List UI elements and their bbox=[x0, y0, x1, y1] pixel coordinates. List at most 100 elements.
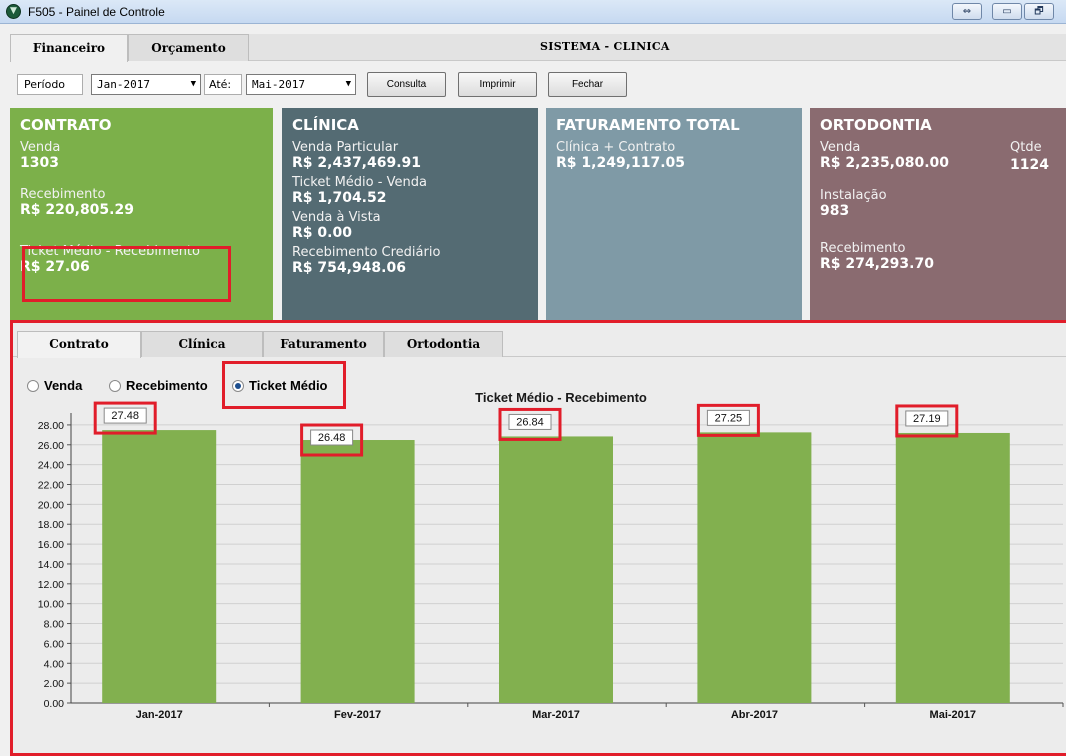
venda-value: 1303 bbox=[20, 155, 59, 171]
x-tick-label: Abr-2017 bbox=[731, 709, 778, 721]
y-tick-label: 20.00 bbox=[38, 499, 64, 511]
title-bar: ▼ F505 - Painel de Controle ⇔ ▭ 🗗 bbox=[0, 0, 1066, 24]
radio-label: Ticket Médio bbox=[249, 378, 328, 393]
tab-faturamento[interactable]: Faturamento bbox=[263, 331, 384, 357]
y-tick-label: 4.00 bbox=[44, 658, 65, 670]
bar bbox=[300, 440, 415, 703]
venda-label: Venda bbox=[20, 140, 61, 155]
chevron-down-icon: ▼ bbox=[345, 79, 351, 89]
data-label: 27.25 bbox=[715, 412, 743, 424]
faturamento-label: Clínica + Contrato bbox=[556, 140, 676, 155]
crediario-label: Recebimento Crediário bbox=[292, 245, 441, 260]
metric-radio-group: Venda Recebimento Ticket Médio bbox=[27, 377, 357, 397]
y-tick-label: 2.00 bbox=[44, 678, 65, 690]
radio-circle-icon bbox=[27, 380, 39, 392]
window-title: F505 - Painel de Controle bbox=[28, 5, 165, 19]
radio-recebimento[interactable]: Recebimento bbox=[109, 377, 208, 395]
card-clinica: CLÍNICA Venda Particular R$ 2,437,469.91… bbox=[282, 108, 538, 320]
period-from-value: Jan-2017 bbox=[97, 78, 150, 91]
highlight-box bbox=[498, 407, 562, 441]
period-to-select[interactable]: Mai-2017 ▼ bbox=[246, 74, 356, 95]
data-label: 26.48 bbox=[318, 432, 346, 444]
tab-contrato[interactable]: Contrato bbox=[17, 331, 141, 358]
filter-bar: Período Jan-2017 ▼ Até: Mai-2017 ▼ Consu… bbox=[0, 68, 1066, 100]
periodo-label: Período bbox=[17, 74, 83, 95]
ate-label: Até: bbox=[204, 74, 242, 95]
crediario-value: R$ 754,948.06 bbox=[292, 260, 406, 276]
data-label-box bbox=[905, 410, 949, 427]
card-title: CLÍNICA bbox=[292, 116, 359, 134]
main-tab-strip: Financeiro Orçamento SISTEMA - CLINICA bbox=[10, 34, 1066, 62]
card-ortodontia: ORTODONTIA Venda R$ 2,235,080.00 Qtde 11… bbox=[810, 108, 1066, 320]
bar bbox=[895, 432, 1010, 703]
tab-orcamento[interactable]: Orçamento bbox=[128, 34, 249, 61]
tab-financeiro[interactable]: Financeiro bbox=[10, 34, 128, 62]
y-tick-label: 26.00 bbox=[38, 440, 64, 452]
chevron-down-icon: ▼ bbox=[190, 79, 196, 89]
radio-venda[interactable]: Venda bbox=[27, 377, 82, 395]
bar bbox=[102, 430, 217, 703]
y-tick-label: 16.00 bbox=[38, 539, 64, 551]
highlight-box bbox=[696, 403, 760, 437]
highlight-box bbox=[222, 361, 346, 409]
highlight-box bbox=[300, 423, 364, 457]
imprimir-button[interactable]: Imprimir bbox=[458, 72, 537, 97]
sub-tab-strip: Contrato Clínica Faturamento Ortodontia bbox=[13, 331, 1066, 358]
bar-chart: Ticket Médio - Recebimento 0.00 2.00 4.00 6.… bbox=[38, 390, 1064, 721]
venda-particular-value: R$ 2,437,469.91 bbox=[292, 155, 422, 171]
y-tick-label: 10.00 bbox=[38, 599, 64, 611]
ticket-medio-value: R$ 1,704.52 bbox=[292, 190, 387, 206]
radio-label: Recebimento bbox=[126, 378, 208, 393]
chart-title: Ticket Médio - Recebimento bbox=[475, 390, 647, 405]
resize-toggle-button[interactable]: ⇔ bbox=[952, 3, 982, 20]
card-title: ORTODONTIA bbox=[820, 116, 932, 134]
y-tick-label: 18.00 bbox=[38, 519, 64, 531]
x-tick-label: Fev-2017 bbox=[334, 709, 381, 721]
ticket-medio-label: Ticket Médio - Venda bbox=[292, 175, 427, 190]
tab-ortodontia[interactable]: Ortodontia bbox=[384, 331, 503, 357]
card-faturamento: FATURAMENTO TOTAL Clínica + Contrato R$ … bbox=[546, 108, 802, 320]
bar bbox=[697, 432, 812, 703]
radio-ticket-medio[interactable]: Ticket Médio bbox=[232, 377, 328, 395]
venda-vista-value: R$ 0.00 bbox=[292, 225, 352, 241]
card-title: CONTRATO bbox=[20, 116, 112, 134]
x-tick-label: Jan-2017 bbox=[136, 709, 183, 721]
fechar-button[interactable]: Fechar bbox=[548, 72, 627, 97]
qtde-label: Qtde bbox=[1010, 140, 1042, 155]
y-tick-label: 8.00 bbox=[44, 619, 65, 631]
venda-vista-label: Venda à Vista bbox=[292, 210, 381, 225]
recebimento-value: R$ 220,805.29 bbox=[20, 202, 134, 218]
venda-row: Venda R$ 2,235,080.00 Qtde 1124 bbox=[820, 140, 1056, 176]
card-title: FATURAMENTO TOTAL bbox=[556, 116, 740, 134]
data-label: 27.48 bbox=[111, 410, 139, 422]
x-tick-label: Mar-2017 bbox=[532, 709, 580, 721]
y-tick-label: 24.00 bbox=[38, 460, 64, 472]
data-label-box bbox=[103, 407, 147, 424]
y-tick-label: 0.00 bbox=[44, 698, 65, 710]
data-label: 26.84 bbox=[516, 416, 544, 428]
ticket-medio-value: R$ 27.06 bbox=[20, 259, 90, 275]
y-tick-label: 22.00 bbox=[38, 480, 64, 492]
y-tick-label: 6.00 bbox=[44, 638, 65, 650]
radio-selected-icon bbox=[232, 380, 244, 392]
detail-panel: Contrato Clínica Faturamento Ortodontia … bbox=[10, 320, 1066, 756]
venda-label: Venda bbox=[820, 140, 861, 155]
data-label-box bbox=[310, 429, 354, 446]
data-label-box bbox=[508, 413, 552, 430]
venda-particular-label: Venda Particular bbox=[292, 140, 399, 155]
data-label: 27.19 bbox=[913, 413, 941, 425]
radio-circle-icon bbox=[109, 380, 121, 392]
faturamento-value: R$ 1,249,117.05 bbox=[556, 155, 686, 171]
period-from-select[interactable]: Jan-2017 ▼ bbox=[91, 74, 201, 95]
tab-clinica[interactable]: Clínica bbox=[141, 331, 263, 357]
qtde-value: 1124 bbox=[1010, 157, 1049, 173]
restore-button[interactable]: 🗗 bbox=[1024, 3, 1054, 20]
y-tick-label: 28.00 bbox=[38, 420, 64, 432]
consulta-button[interactable]: Consulta bbox=[367, 72, 446, 97]
instalacao-value: 983 bbox=[820, 203, 850, 219]
app-logo-icon: ▼ bbox=[6, 4, 21, 19]
minimize-button[interactable]: ▭ bbox=[992, 3, 1022, 20]
recebimento-value: R$ 274,293.70 bbox=[820, 256, 934, 272]
bar bbox=[499, 436, 613, 703]
data-label-box bbox=[706, 409, 750, 426]
